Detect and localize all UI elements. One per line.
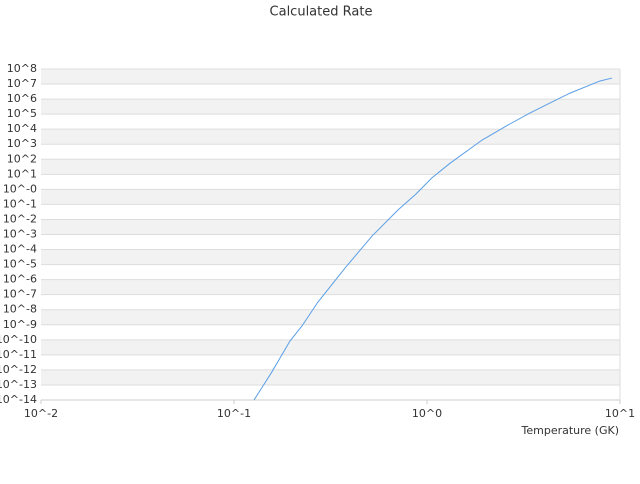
y-tick-label: 10^-11 [0,348,37,361]
line-series [253,77,613,401]
y-tick-label: 10^-2 [3,212,37,225]
chart-title: Calculated Rate [270,5,373,20]
y-tick-label: 10^-9 [3,318,37,331]
grid-band [41,279,620,295]
x-tick-label: 10^1 [605,407,635,420]
y-tick-label: 10^-13 [0,378,37,391]
y-tick-label: 10^-7 [3,288,37,301]
y-tick-label: 10^-3 [3,228,37,241]
y-tick-label: 10^-6 [3,273,37,286]
grid-band [41,129,620,145]
y-tick-label: 10^-4 [3,243,37,256]
y-tick-label: 10^-8 [3,303,37,316]
y-tick-label: 10^1 [7,167,37,180]
x-tick-label: 10^0 [412,407,442,420]
grid-band [41,309,620,325]
y-tick-label: 10^-1 [3,197,37,210]
y-tick-label: 10^6 [7,92,37,105]
y-tick-label: 10^5 [7,107,37,120]
y-tick-label: 10^-0 [3,182,37,195]
x-tick-label: 10^-2 [24,407,58,420]
grid-band [41,69,620,85]
grid-band [41,249,620,265]
y-tick-label: 10^-14 [0,393,37,406]
grid-band [41,99,620,115]
y-tick-label: 10^-5 [3,258,37,271]
grid-band [41,339,620,355]
grid-band [41,189,620,205]
y-tick-label: 10^3 [7,137,37,150]
x-axis-label: Temperature (GK) [521,424,620,437]
y-tick-label: 10^4 [7,122,37,135]
y-tick-label: 10^2 [7,152,37,165]
y-tick-label: 10^-12 [0,363,37,376]
y-tick-label: 10^8 [7,62,37,75]
y-tick-label: 10^-10 [0,333,37,346]
grid-band [41,219,620,235]
y-tick-label: 10^7 [7,77,37,90]
grid-band [41,369,620,385]
grid-band [41,159,620,175]
x-tick-label: 10^-1 [217,407,251,420]
